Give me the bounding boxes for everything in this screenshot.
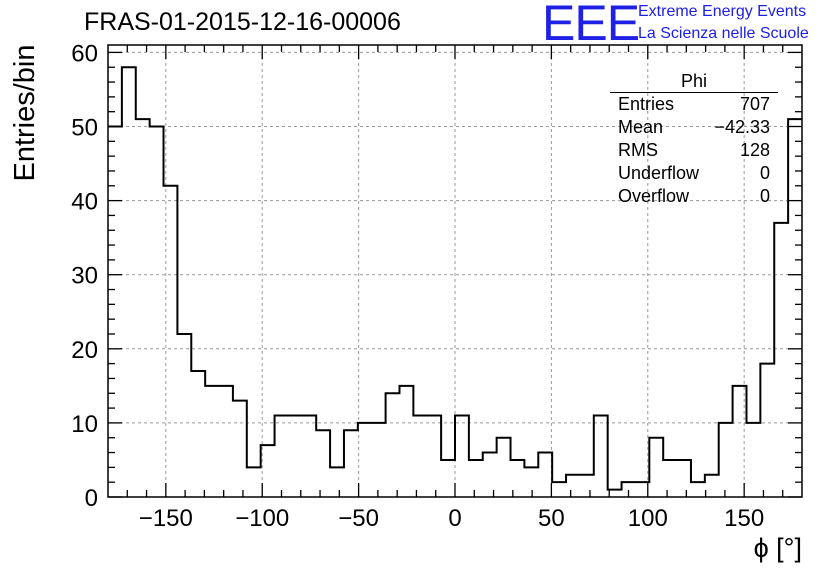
histogram-bin	[469, 460, 483, 497]
chart-title: FRAS-01-2015-12-16-00006	[84, 8, 401, 36]
stats-label: Mean	[618, 117, 664, 137]
y-tick-label: 0	[85, 485, 98, 512]
histogram-bin	[288, 415, 302, 497]
histogram-bin	[205, 386, 219, 497]
histogram-bin	[136, 119, 150, 497]
stats-label: Overflow	[618, 186, 690, 206]
x-tick-label: 150	[724, 505, 764, 532]
histogram-bin	[108, 127, 122, 497]
x-axis-label: ϕ [°]	[753, 533, 802, 563]
histogram-bin	[580, 475, 594, 497]
x-tick-label: −50	[338, 505, 379, 532]
histogram-bin	[594, 415, 608, 497]
histogram-bin	[372, 423, 386, 497]
axis-ticks	[108, 45, 802, 498]
histogram-bin	[649, 438, 663, 497]
histogram-bin	[177, 334, 191, 497]
histogram-bin	[191, 371, 205, 497]
histogram-bin	[788, 119, 802, 497]
stats-value: 0	[759, 163, 770, 183]
histogram-bin	[399, 386, 413, 497]
histogram-bin	[705, 475, 719, 497]
y-tick-label: 10	[71, 411, 98, 438]
x-tick-label: −100	[235, 505, 289, 532]
stats-box: Phi Entries 707 Mean −42.33 RMS 128 Underfl…	[610, 70, 778, 208]
histogram-bin	[316, 430, 330, 497]
histogram-bin	[302, 415, 316, 497]
histogram-bin	[219, 386, 233, 497]
histogram-bin	[566, 475, 580, 497]
stats-label: Entries	[618, 94, 675, 114]
histogram-bin	[247, 467, 261, 497]
histogram-bin	[677, 460, 691, 497]
histogram-bin	[386, 393, 400, 497]
stats-value: 707	[739, 94, 770, 114]
histogram-bin	[497, 438, 511, 497]
histogram-outline	[108, 66, 802, 491]
histogram-bin	[774, 223, 788, 497]
histogram-bin	[358, 423, 372, 497]
x-tick-label: −150	[139, 505, 193, 532]
stats-row-overflow: Overflow 0	[610, 185, 778, 208]
histogram-bin	[524, 467, 538, 497]
y-tick-label: 30	[71, 263, 98, 290]
x-tick-label: 100	[628, 505, 668, 532]
histogram-bin	[150, 127, 164, 497]
logo-line-1: Extreme Energy Events	[638, 3, 807, 20]
histogram-bin	[746, 423, 760, 497]
stats-value: 0	[759, 186, 770, 206]
stats-row-entries: Entries 707	[610, 93, 778, 116]
histogram-bin	[330, 467, 344, 497]
histogram-bin	[552, 482, 566, 497]
y-axis-label: Entries/bin	[9, 44, 41, 182]
histogram-bin	[663, 460, 677, 497]
histogram-bin	[483, 453, 497, 497]
histogram-bin	[427, 415, 441, 497]
stats-value: −42.33	[714, 117, 770, 137]
stats-row-mean: Mean −42.33	[610, 116, 778, 139]
stats-row-rms: RMS 128	[610, 139, 778, 162]
histogram-bin	[760, 364, 774, 497]
histogram-bin	[455, 415, 469, 497]
grid-lines	[108, 45, 802, 497]
x-tick-label: 50	[538, 505, 565, 532]
histogram-bin	[344, 430, 358, 497]
histogram-bars	[108, 66, 802, 497]
stats-value: 128	[739, 140, 770, 160]
histogram-bin	[691, 482, 705, 497]
logo-line-2: La Scienza nelle Scuole	[638, 25, 809, 42]
histogram-bin	[233, 401, 247, 497]
stats-label: Underflow	[618, 163, 700, 183]
stats-row-underflow: Underflow 0	[610, 162, 778, 185]
histogram-bin	[441, 460, 455, 497]
histogram-bin	[122, 67, 136, 497]
stats-title: Phi	[610, 70, 778, 93]
histogram-bin	[413, 415, 427, 497]
tick-labels: −150 −100 −50 0 50 100 150 0 10 20 30 40 50 60	[71, 40, 764, 532]
histogram-bin	[275, 415, 289, 497]
y-tick-label: 60	[71, 40, 98, 67]
x-tick-label: 0	[448, 505, 461, 532]
eee-logo-mark: EEE	[542, 0, 640, 51]
histogram-bin	[719, 423, 733, 497]
histogram-bin	[538, 453, 552, 497]
y-tick-label: 20	[71, 337, 98, 364]
y-tick-label: 50	[71, 115, 98, 142]
stats-label: RMS	[618, 140, 658, 160]
y-tick-label: 40	[71, 189, 98, 216]
